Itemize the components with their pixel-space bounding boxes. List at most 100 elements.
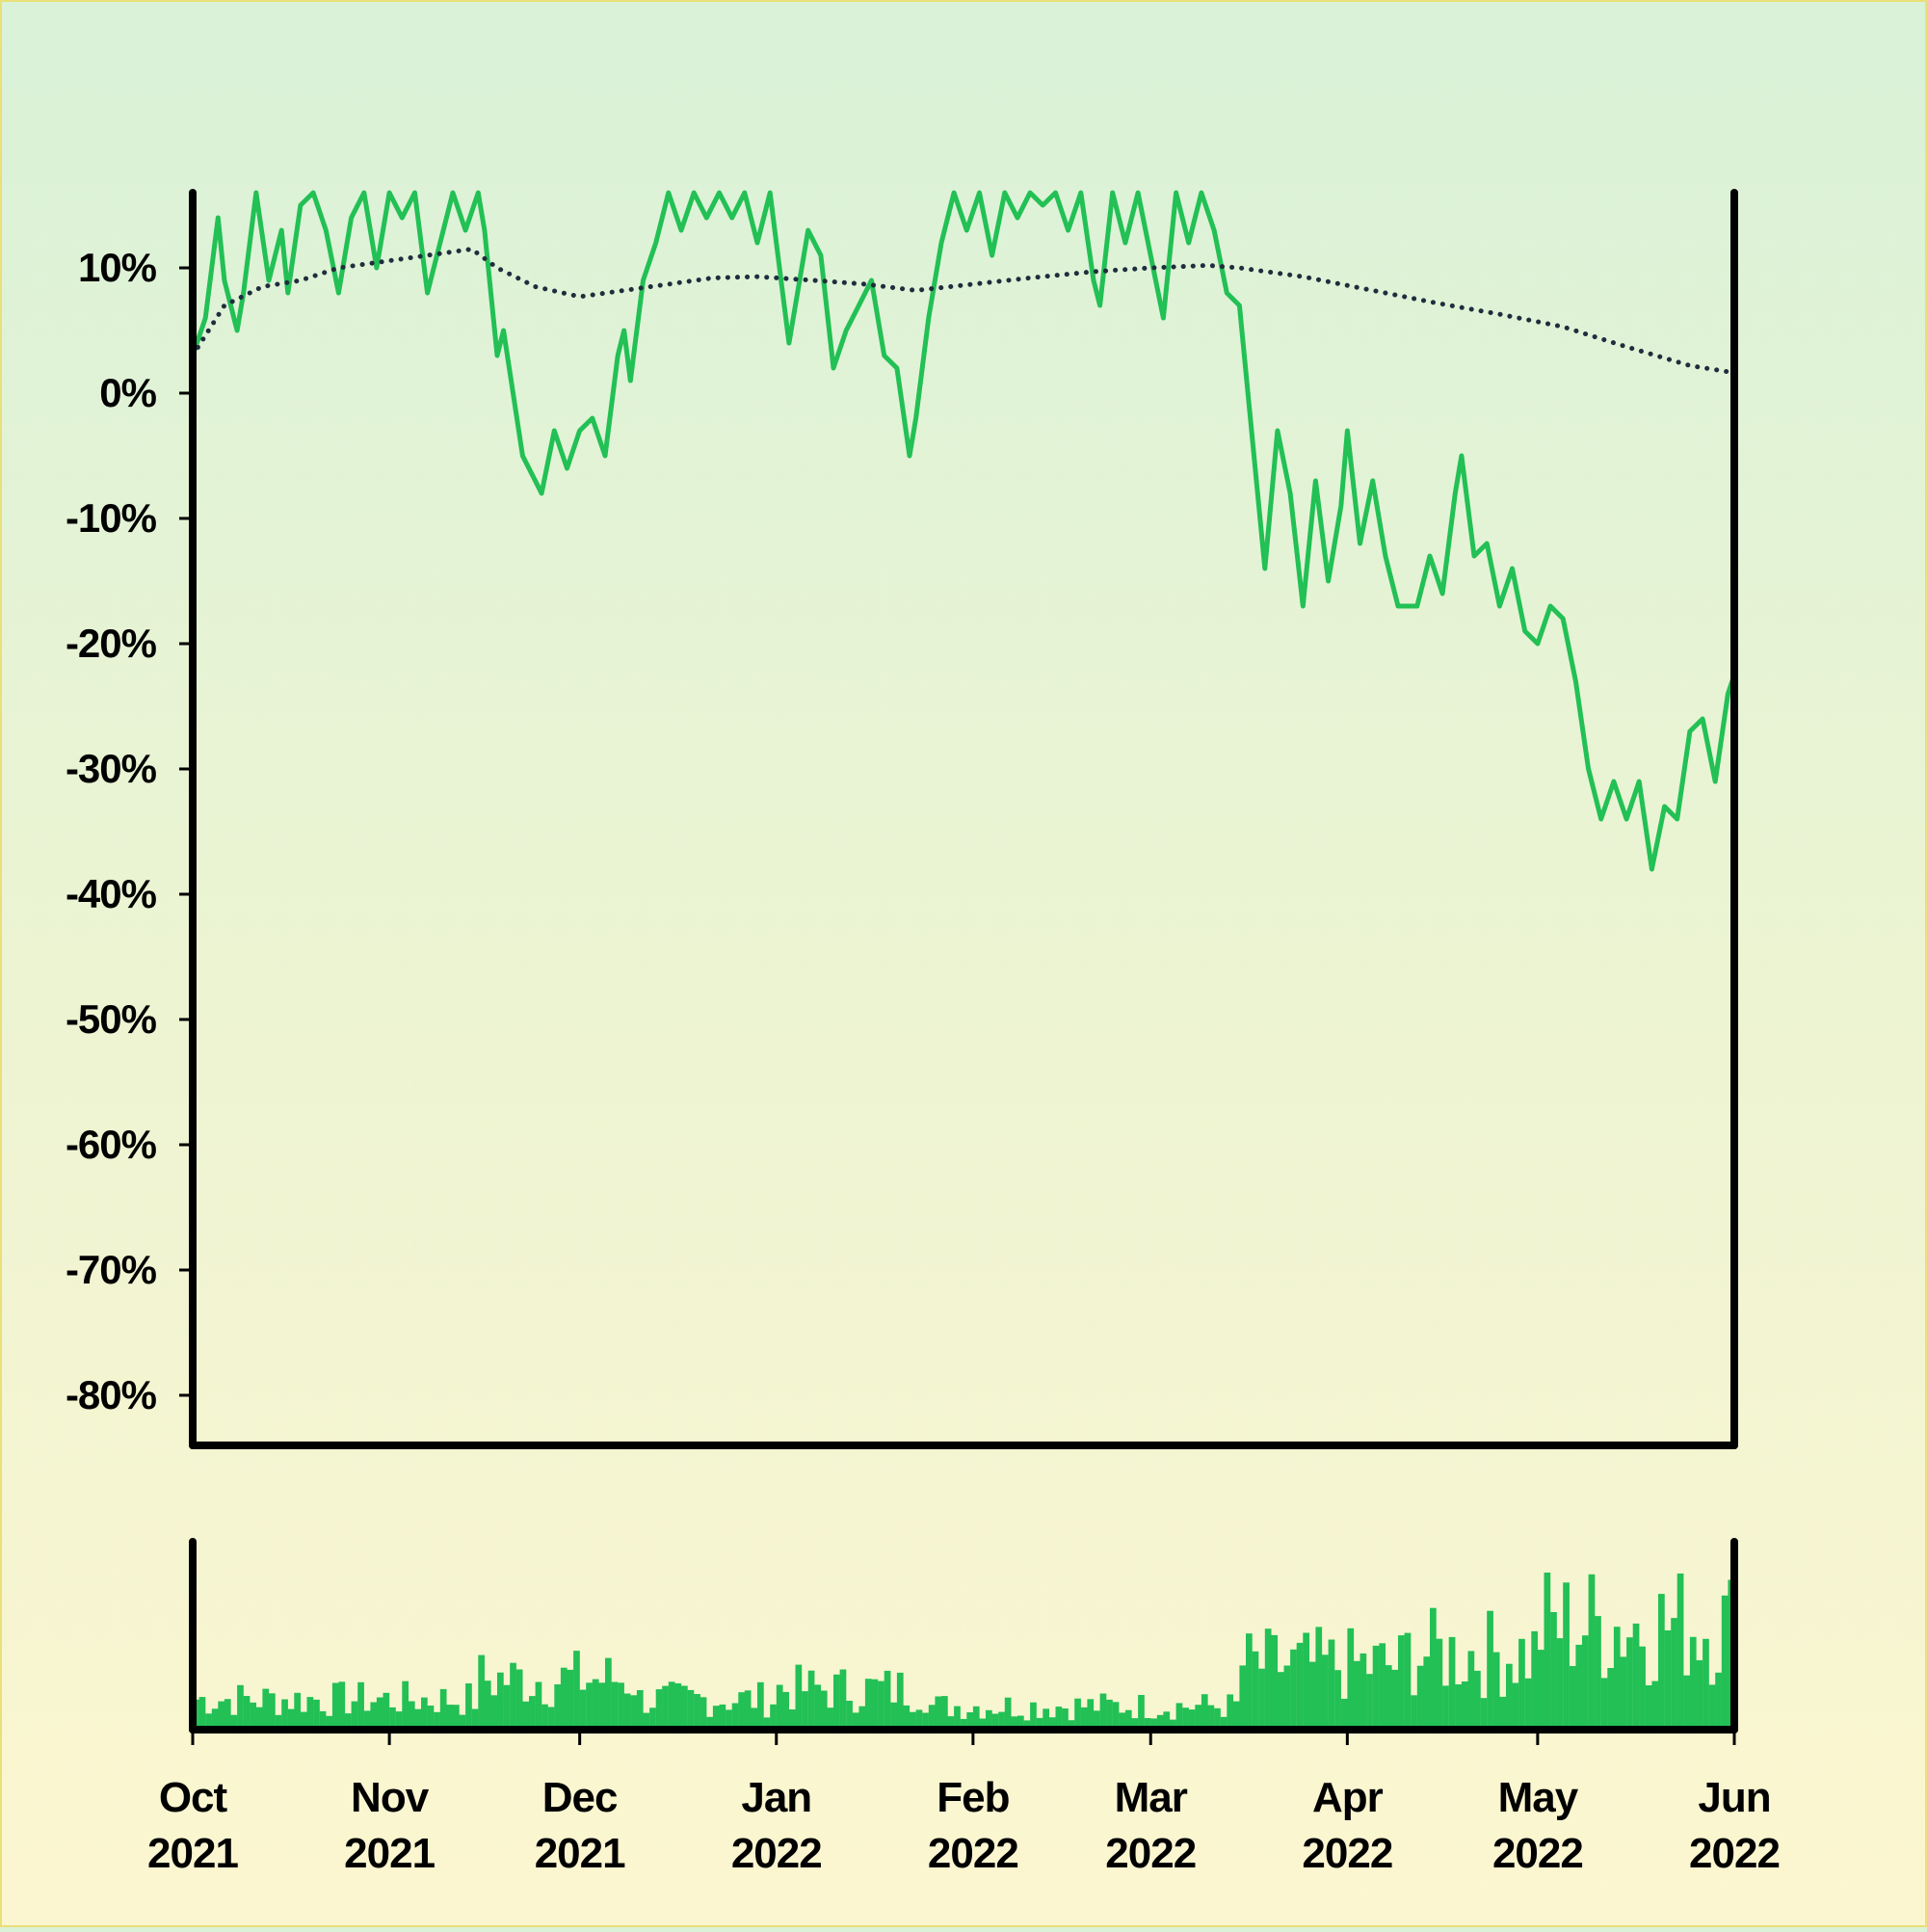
volume-bar bbox=[846, 1701, 853, 1730]
volume-bar bbox=[726, 1709, 732, 1730]
y-tick-label: -10% bbox=[66, 495, 157, 541]
volume-bar bbox=[1639, 1646, 1646, 1730]
volume-bar bbox=[1099, 1693, 1107, 1730]
volume-bar bbox=[1048, 1717, 1056, 1730]
volume-bar bbox=[567, 1669, 574, 1730]
volume-bar bbox=[1036, 1717, 1043, 1730]
volume-bar bbox=[611, 1681, 619, 1730]
volume-bar bbox=[269, 1693, 276, 1730]
volume-bar bbox=[871, 1679, 879, 1730]
volume-bar bbox=[243, 1696, 251, 1730]
volume-bar bbox=[630, 1695, 638, 1730]
x-tick-year-label: 2021 bbox=[147, 1830, 238, 1877]
volume-bar bbox=[1448, 1636, 1456, 1730]
volume-bar bbox=[1461, 1681, 1468, 1730]
volume-bar bbox=[1124, 1709, 1132, 1730]
y-tick-label: -70% bbox=[66, 1247, 157, 1292]
volume-bar bbox=[618, 1682, 624, 1730]
x-tick-month-label: Oct bbox=[159, 1774, 228, 1821]
volume-bar bbox=[1455, 1684, 1463, 1730]
x-tick-year-label: 2022 bbox=[1302, 1830, 1392, 1877]
volume-bar bbox=[681, 1685, 688, 1730]
volume-bar bbox=[414, 1708, 422, 1730]
volume-bar bbox=[370, 1702, 378, 1730]
volume-bar bbox=[954, 1706, 961, 1730]
volume-bar bbox=[636, 1690, 644, 1730]
volume-bar bbox=[1068, 1720, 1075, 1730]
volume-bar bbox=[751, 1707, 758, 1730]
moving-average-line bbox=[193, 247, 1734, 376]
volume-bar bbox=[757, 1681, 764, 1730]
x-tick-month-label: Dec bbox=[542, 1774, 618, 1821]
volume-bar bbox=[1264, 1628, 1272, 1730]
x-tick-year-label: 2021 bbox=[344, 1830, 435, 1877]
volume-bar bbox=[389, 1707, 396, 1730]
x-tick-year-label: 2022 bbox=[731, 1830, 822, 1877]
volume-bar bbox=[294, 1692, 302, 1730]
volume-bar bbox=[744, 1690, 752, 1730]
volume-bar bbox=[643, 1712, 650, 1730]
volume-bar bbox=[878, 1681, 884, 1730]
volume-bar bbox=[554, 1684, 562, 1730]
volume-bar bbox=[1391, 1669, 1399, 1730]
volume-bar bbox=[1366, 1674, 1373, 1730]
volume-bar bbox=[1232, 1701, 1240, 1730]
volume-bar bbox=[484, 1681, 491, 1730]
volume-bar bbox=[1696, 1660, 1703, 1730]
volume-bar bbox=[1430, 1607, 1437, 1730]
volume-bar bbox=[1150, 1718, 1157, 1730]
volume-bar bbox=[1182, 1707, 1189, 1730]
volume-bar bbox=[1011, 1716, 1018, 1730]
volume-bar bbox=[1201, 1694, 1208, 1730]
volume-bar bbox=[668, 1681, 675, 1730]
volume-bar bbox=[1379, 1643, 1386, 1730]
volume-bar bbox=[255, 1707, 263, 1730]
volume-bar bbox=[237, 1684, 244, 1730]
drawdown-line bbox=[193, 190, 1734, 872]
y-tick-label: 0% bbox=[99, 370, 156, 415]
volume-bar bbox=[510, 1662, 516, 1730]
volume-bar bbox=[1074, 1698, 1081, 1730]
volume-bar bbox=[1087, 1699, 1095, 1730]
volume-bar bbox=[649, 1707, 656, 1730]
volume-bar bbox=[776, 1684, 783, 1730]
volume-bar bbox=[1353, 1660, 1360, 1730]
volume-bar bbox=[300, 1711, 307, 1730]
volume-bar bbox=[662, 1685, 669, 1730]
volume-bar bbox=[1023, 1720, 1031, 1730]
volume-bar bbox=[1227, 1694, 1234, 1730]
volume-bar bbox=[1708, 1684, 1716, 1730]
volume-bar bbox=[1531, 1630, 1539, 1730]
volume-bar bbox=[706, 1716, 714, 1730]
volume-bar bbox=[547, 1707, 555, 1730]
volume-bar bbox=[1436, 1638, 1443, 1730]
volume-bar bbox=[1055, 1707, 1063, 1730]
volume-bar bbox=[738, 1692, 746, 1730]
volume-bar bbox=[1423, 1656, 1431, 1730]
volume-bar bbox=[1492, 1652, 1500, 1730]
volume-bar bbox=[1347, 1628, 1355, 1730]
volume-bar bbox=[1467, 1651, 1475, 1730]
volume-bar bbox=[941, 1696, 948, 1730]
volume-bar bbox=[1308, 1661, 1316, 1730]
volume-bar bbox=[605, 1657, 612, 1730]
volume-bar bbox=[731, 1703, 739, 1730]
volume-bar bbox=[395, 1711, 403, 1730]
volume-bar bbox=[1175, 1703, 1183, 1730]
volume-bar bbox=[351, 1701, 358, 1730]
volume-bar bbox=[833, 1674, 840, 1730]
volume-bar bbox=[1715, 1672, 1722, 1730]
volume-bar bbox=[211, 1708, 219, 1730]
volume-bar bbox=[986, 1709, 992, 1730]
x-tick-month-label: Feb bbox=[937, 1774, 1009, 1821]
volume-bar bbox=[1575, 1644, 1583, 1730]
volume-bar bbox=[331, 1682, 339, 1730]
volume-bar bbox=[947, 1716, 955, 1730]
volume-bar bbox=[1563, 1582, 1570, 1730]
volume-bar bbox=[1004, 1697, 1012, 1730]
volume-bar bbox=[1340, 1698, 1348, 1730]
volume-bar bbox=[306, 1697, 314, 1730]
x-tick-year-label: 2022 bbox=[1689, 1830, 1780, 1877]
volume-bar bbox=[598, 1682, 606, 1730]
